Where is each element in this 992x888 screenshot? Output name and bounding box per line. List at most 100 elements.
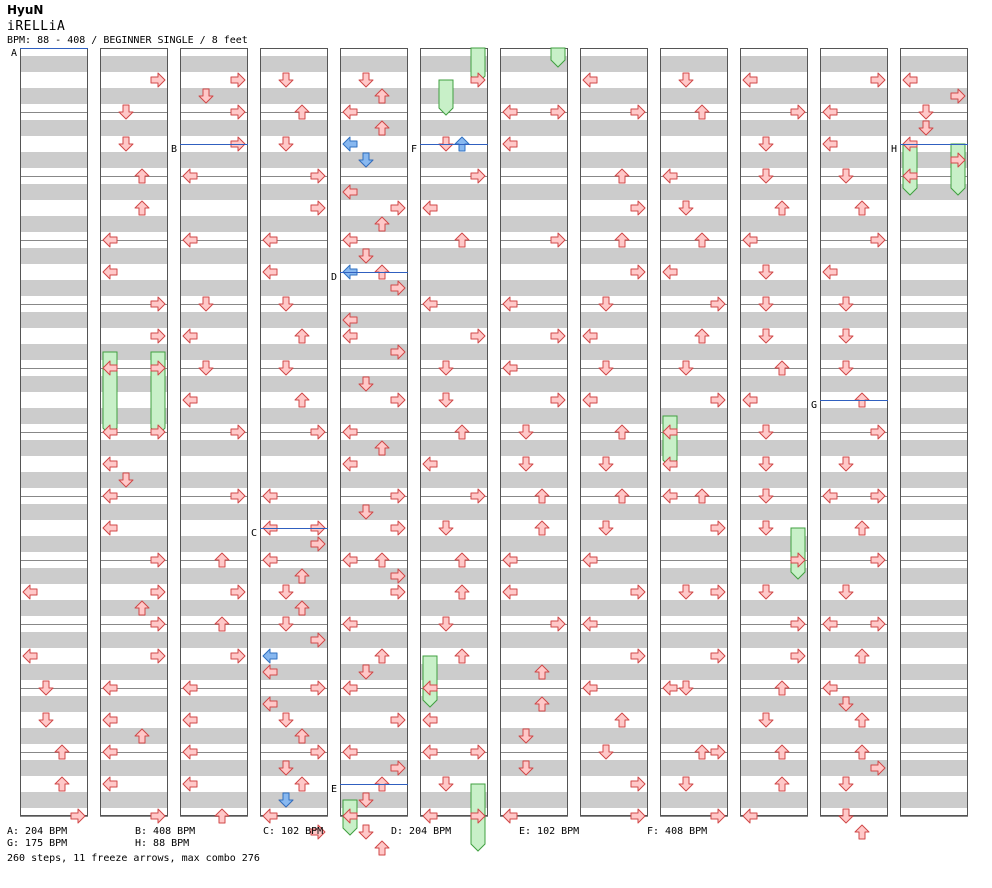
step-arrow-left [22, 648, 38, 664]
step-arrow-up [854, 744, 870, 760]
step-arrow-right [630, 648, 646, 664]
step-arrow-left [342, 424, 358, 440]
chart-meta: BPM: 88 - 408 / BEGINNER SINGLE / 8 feet [7, 35, 248, 46]
step-arrow-right [150, 424, 166, 440]
step-arrow-up [454, 232, 470, 248]
step-arrow-down [758, 136, 774, 152]
step-arrow-right [470, 72, 486, 88]
step-arrow-up [374, 840, 390, 856]
step-arrow-right [550, 104, 566, 120]
step-arrow-down [838, 168, 854, 184]
step-arrow-right [550, 616, 566, 632]
step-arrow-down [758, 488, 774, 504]
step-arrow-right [230, 488, 246, 504]
step-arrow-up [774, 744, 790, 760]
step-arrow-right [310, 200, 326, 216]
step-arrow-left [342, 808, 358, 824]
step-arrow-right [870, 616, 886, 632]
bpm-legend-g: G: 175 BPM [7, 838, 68, 849]
step-arrow-left [822, 136, 838, 152]
step-arrow-left [342, 232, 358, 248]
step-arrow-up [294, 776, 310, 792]
bpm-legend-b: B: 408 BPM [135, 826, 196, 837]
chart-column [500, 48, 568, 817]
step-arrow-up [774, 776, 790, 792]
step-arrow-right [150, 360, 166, 376]
step-arrow-left [822, 680, 838, 696]
step-arrow-down [678, 72, 694, 88]
step-arrow-right [870, 760, 886, 776]
bpm-legend-a: A: 204 BPM [7, 826, 68, 837]
step-arrow-left [102, 488, 118, 504]
step-arrow-left [502, 808, 518, 824]
step-arrow-right [310, 536, 326, 552]
step-arrow-down [678, 776, 694, 792]
step-arrow-right [390, 200, 406, 216]
step-arrow-left [582, 328, 598, 344]
step-arrow-up [854, 712, 870, 728]
bpm-marker-label: A [11, 48, 17, 59]
step-arrow-up [214, 616, 230, 632]
step-arrow-left [262, 808, 278, 824]
step-arrow-right [470, 328, 486, 344]
freeze-arrow [950, 143, 966, 196]
step-arrow-up [374, 88, 390, 104]
step-arrow-up [374, 216, 390, 232]
step-arrow-right [310, 632, 326, 648]
shock-arrow-down [278, 792, 294, 808]
step-arrow-down [758, 456, 774, 472]
step-arrow-up [614, 424, 630, 440]
step-arrow-up [294, 600, 310, 616]
freeze-arrow [550, 47, 566, 68]
step-arrow-right [870, 552, 886, 568]
step-arrow-down [118, 104, 134, 120]
step-arrow-down [838, 328, 854, 344]
step-arrow-down [758, 168, 774, 184]
step-arrow-right [230, 104, 246, 120]
step-arrow-right [150, 72, 166, 88]
step-arrow-right [310, 424, 326, 440]
step-arrow-down [198, 88, 214, 104]
step-arrow-up [134, 728, 150, 744]
step-arrow-left [182, 168, 198, 184]
step-arrow-down [838, 296, 854, 312]
step-arrow-down [838, 360, 854, 376]
step-arrow-down [678, 680, 694, 696]
step-arrow-up [534, 520, 550, 536]
step-arrow-right [870, 488, 886, 504]
chart-column [20, 48, 88, 817]
step-arrow-right [710, 744, 726, 760]
step-arrow-down [198, 360, 214, 376]
bpm-legend-h: H: 88 BPM [135, 838, 190, 849]
step-arrow-left [662, 456, 678, 472]
step-arrow-up [534, 664, 550, 680]
step-arrow-left [582, 552, 598, 568]
artist-name: HyuN [7, 3, 44, 17]
step-arrow-right [790, 104, 806, 120]
step-arrow-up [854, 200, 870, 216]
step-arrow-left [742, 808, 758, 824]
step-arrow-left [262, 664, 278, 680]
step-arrow-right [790, 648, 806, 664]
step-arrow-left [662, 488, 678, 504]
step-arrow-down [358, 248, 374, 264]
shock-arrow-left [342, 136, 358, 152]
step-arrow-up [454, 584, 470, 600]
bpm-legend-c: C: 102 BPM [263, 826, 324, 837]
bpm-legend-d: D: 204 BPM [391, 826, 452, 837]
step-arrow-down [38, 680, 54, 696]
step-arrow-left [102, 264, 118, 280]
step-arrow-right [150, 808, 166, 824]
step-arrow-right [150, 328, 166, 344]
step-arrow-down [838, 808, 854, 824]
step-arrow-right [870, 232, 886, 248]
step-arrow-left [102, 680, 118, 696]
step-arrow-right [230, 424, 246, 440]
step-arrow-right [950, 152, 966, 168]
shock-arrow-down [358, 152, 374, 168]
step-arrow-left [182, 232, 198, 248]
step-arrow-down [838, 456, 854, 472]
step-arrow-up [134, 600, 150, 616]
step-arrow-up [454, 552, 470, 568]
step-arrow-up [854, 824, 870, 840]
